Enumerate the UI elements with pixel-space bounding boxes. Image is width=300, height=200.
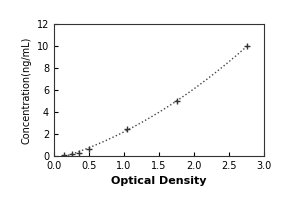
Y-axis label: Concentration(ng/mL): Concentration(ng/mL)	[21, 36, 31, 144]
X-axis label: Optical Density: Optical Density	[111, 176, 207, 186]
